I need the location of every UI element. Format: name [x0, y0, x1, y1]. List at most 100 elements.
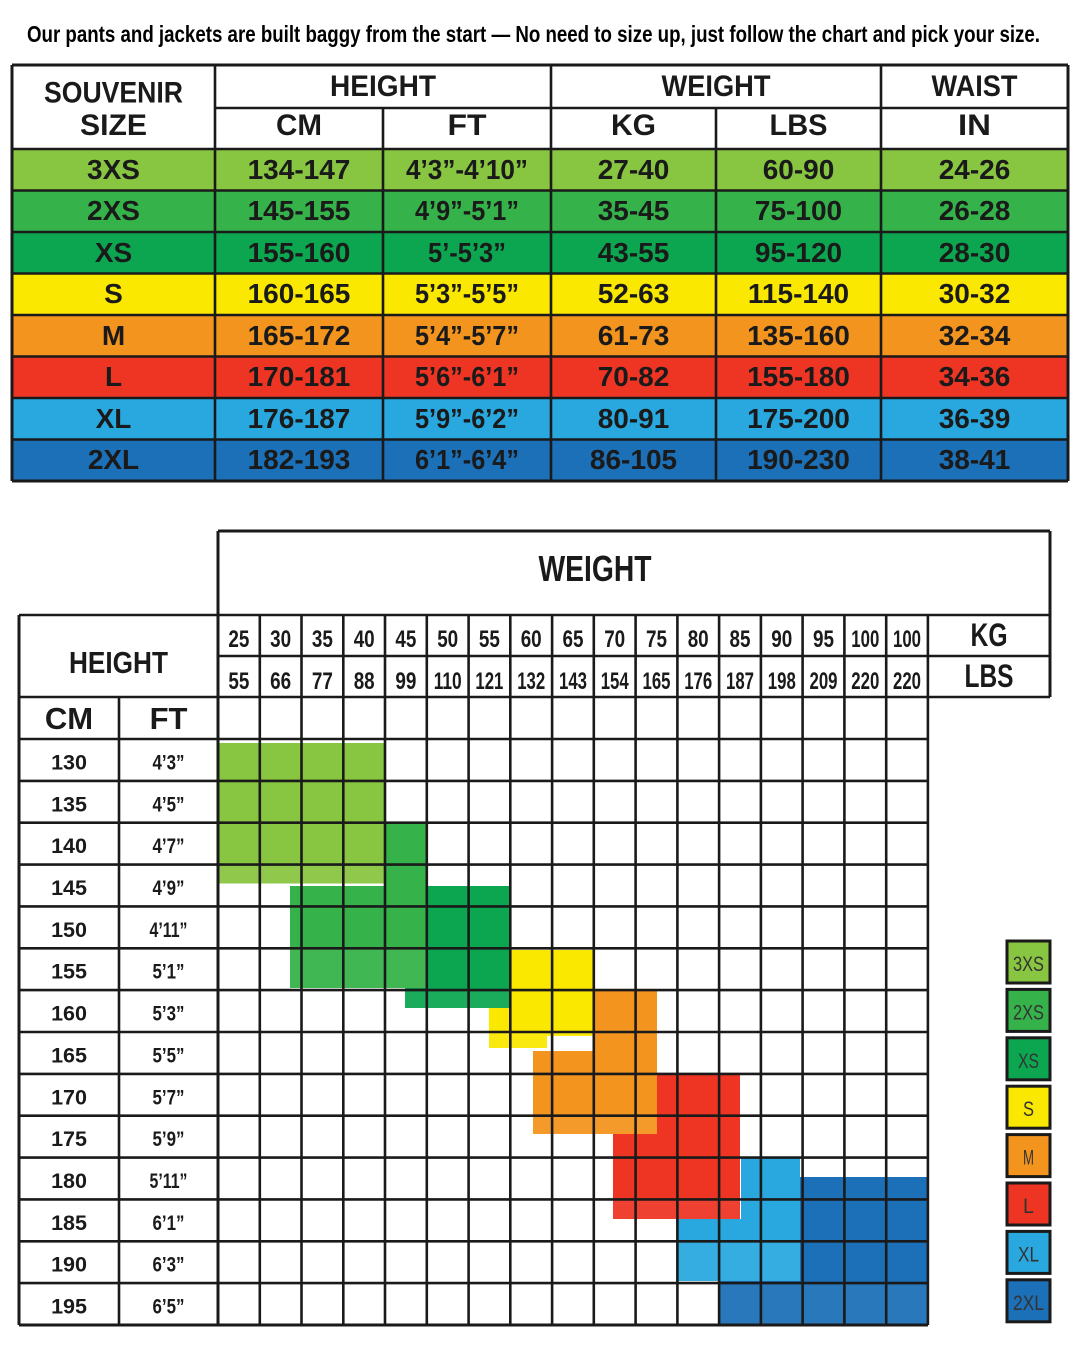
svg-text:FT: FT [448, 109, 487, 142]
svg-text:SIZE: SIZE [80, 109, 147, 142]
svg-text:170-181: 170-181 [248, 361, 351, 392]
svg-text:145: 145 [51, 876, 87, 900]
svg-text:24-26: 24-26 [939, 154, 1011, 185]
svg-text:90: 90 [771, 626, 792, 653]
svg-text:121: 121 [475, 668, 503, 695]
svg-text:XL: XL [1018, 1243, 1039, 1266]
svg-text:4’3”: 4’3” [153, 750, 185, 774]
svg-text:70-82: 70-82 [598, 361, 670, 392]
svg-text:165-172: 165-172 [248, 320, 351, 351]
svg-text:5’3”: 5’3” [153, 1002, 185, 1026]
svg-text:61-73: 61-73 [598, 320, 670, 351]
svg-text:135-160: 135-160 [747, 320, 850, 351]
svg-text:2XS: 2XS [1013, 1001, 1044, 1024]
svg-text:134-147: 134-147 [248, 154, 351, 185]
svg-text:100: 100 [893, 626, 921, 653]
svg-text:150: 150 [51, 918, 87, 942]
svg-text:165: 165 [643, 668, 671, 695]
svg-text:5’-5’3”: 5’-5’3” [428, 237, 506, 268]
svg-text:155: 155 [51, 960, 87, 984]
svg-text:L: L [105, 361, 122, 392]
svg-text:88: 88 [354, 668, 375, 695]
svg-text:4’9”-5’1”: 4’9”-5’1” [415, 195, 519, 226]
svg-text:130: 130 [51, 750, 87, 774]
svg-text:80: 80 [688, 626, 709, 653]
svg-text:100: 100 [851, 626, 879, 653]
svg-text:5’5”: 5’5” [153, 1043, 185, 1067]
svg-text:4’3”-4’10”: 4’3”-4’10” [406, 154, 528, 185]
svg-text:KG: KG [611, 109, 656, 142]
svg-text:5’6”-6’1”: 5’6”-6’1” [415, 361, 519, 392]
svg-text:WAIST: WAIST [932, 70, 1018, 103]
svg-text:140: 140 [51, 834, 87, 858]
svg-text:52-63: 52-63 [598, 278, 670, 309]
svg-text:165: 165 [51, 1043, 87, 1067]
svg-text:110: 110 [434, 668, 462, 695]
svg-text:M: M [102, 320, 125, 351]
svg-text:XS: XS [95, 237, 132, 268]
svg-text:80-91: 80-91 [598, 403, 670, 434]
svg-text:154: 154 [601, 668, 629, 695]
svg-text:4’5”: 4’5” [153, 792, 185, 816]
svg-text:43-55: 43-55 [598, 237, 670, 268]
svg-text:CM: CM [45, 701, 93, 736]
svg-text:3XS: 3XS [1013, 953, 1044, 976]
svg-text:66: 66 [270, 668, 291, 695]
svg-text:40: 40 [354, 626, 375, 653]
svg-text:198: 198 [768, 668, 796, 695]
svg-text:5’11”: 5’11” [150, 1169, 188, 1193]
svg-text:209: 209 [810, 668, 838, 695]
svg-text:75-100: 75-100 [755, 195, 842, 226]
svg-text:55: 55 [228, 668, 249, 695]
svg-text:35: 35 [312, 626, 333, 653]
svg-text:220: 220 [851, 668, 879, 695]
svg-text:65: 65 [563, 626, 584, 653]
svg-text:XL: XL [96, 403, 132, 434]
svg-text:27-40: 27-40 [598, 154, 670, 185]
svg-text:132: 132 [517, 668, 545, 695]
svg-text:5’9”-6’2”: 5’9”-6’2” [415, 403, 519, 434]
svg-text:2XS: 2XS [87, 195, 140, 226]
svg-text:32-34: 32-34 [939, 320, 1011, 351]
svg-text:34-36: 34-36 [939, 361, 1011, 392]
svg-text:CM: CM [276, 109, 322, 142]
svg-text:LBS: LBS [770, 109, 828, 142]
svg-text:99: 99 [395, 668, 416, 695]
svg-text:IN: IN [958, 109, 991, 142]
svg-text:6’1”-6’4”: 6’1”-6’4” [415, 444, 519, 475]
svg-text:135: 135 [51, 792, 87, 816]
svg-text:6’5”: 6’5” [153, 1295, 185, 1319]
svg-text:60-90: 60-90 [763, 154, 835, 185]
svg-text:55: 55 [479, 626, 500, 653]
svg-text:143: 143 [559, 668, 587, 695]
svg-text:155-180: 155-180 [747, 361, 850, 392]
svg-text:70: 70 [604, 626, 625, 653]
svg-text:75: 75 [646, 626, 667, 653]
svg-text:187: 187 [726, 668, 754, 695]
svg-text:XS: XS [1018, 1050, 1039, 1073]
svg-text:WEIGHT: WEIGHT [662, 70, 771, 103]
svg-text:190: 190 [51, 1253, 87, 1277]
svg-text:5’7”: 5’7” [153, 1085, 185, 1109]
svg-text:60: 60 [521, 626, 542, 653]
svg-text:2XL: 2XL [1013, 1292, 1044, 1315]
svg-text:SOUVENIR: SOUVENIR [44, 77, 183, 110]
svg-text:6’1”: 6’1” [153, 1211, 185, 1235]
svg-text:145-155: 145-155 [248, 195, 351, 226]
svg-text:28-30: 28-30 [939, 237, 1011, 268]
svg-text:160-165: 160-165 [248, 278, 351, 309]
svg-text:95: 95 [813, 626, 834, 653]
svg-text:176: 176 [684, 668, 712, 695]
svg-text:30: 30 [270, 626, 291, 653]
svg-text:175-200: 175-200 [747, 403, 850, 434]
svg-text:160: 160 [51, 1002, 87, 1026]
svg-text:5’9”: 5’9” [153, 1127, 185, 1151]
svg-text:WEIGHT: WEIGHT [539, 548, 652, 589]
svg-text:175: 175 [51, 1127, 87, 1151]
svg-text:26-28: 26-28 [939, 195, 1011, 226]
svg-text:4’11”: 4’11” [150, 918, 188, 942]
svg-text:5’1”: 5’1” [153, 960, 185, 984]
svg-text:3XS: 3XS [87, 154, 140, 185]
svg-text:Our pants and jackets are buil: Our pants and jackets are built baggy fr… [27, 21, 1040, 47]
svg-text:S: S [1023, 1098, 1034, 1121]
